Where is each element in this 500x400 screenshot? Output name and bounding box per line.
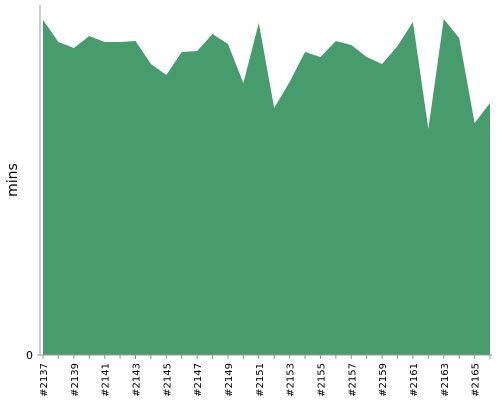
x-tick-label: #2151 xyxy=(255,363,266,397)
x-tick-label: #2157 xyxy=(347,363,358,397)
area xyxy=(43,19,490,355)
x-tick-label: #2141 xyxy=(101,363,112,397)
x-tick-label: #2139 xyxy=(70,363,81,397)
x-tick-label: #2145 xyxy=(162,363,173,397)
x-tick-label: #2161 xyxy=(409,363,420,397)
y-axis-label: mins xyxy=(5,163,21,197)
x-tick-label: #2153 xyxy=(286,363,297,397)
x-tick-label: #2137 xyxy=(39,363,50,397)
x-tick-label: #2155 xyxy=(316,363,327,397)
x-tick-label: #2149 xyxy=(224,363,235,397)
y-tick-label: 0 xyxy=(26,349,33,362)
x-tick-label: #2143 xyxy=(131,363,142,397)
x-tick-label: #2147 xyxy=(193,363,204,397)
x-tick-label: #2159 xyxy=(378,363,389,397)
x-tick-label: #2163 xyxy=(440,363,451,397)
x-tick-label: #2165 xyxy=(471,363,482,397)
